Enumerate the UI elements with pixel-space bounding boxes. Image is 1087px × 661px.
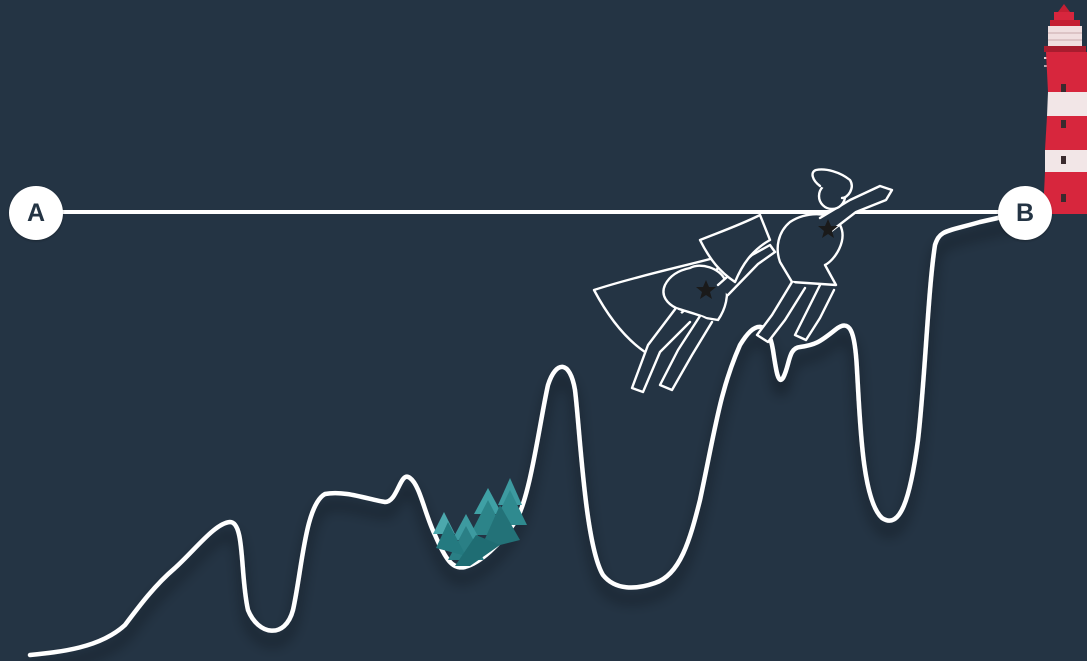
start-point-marker-a: A — [9, 186, 63, 240]
hero-star-emblems — [696, 219, 838, 299]
pine-trees-illustration — [433, 478, 527, 566]
lighthouse-illustration — [1043, 4, 1087, 214]
end-point-marker-b: B — [998, 186, 1052, 240]
winding-journey-path — [27, 210, 1023, 658]
flying-superheroes-illustration — [592, 168, 894, 394]
